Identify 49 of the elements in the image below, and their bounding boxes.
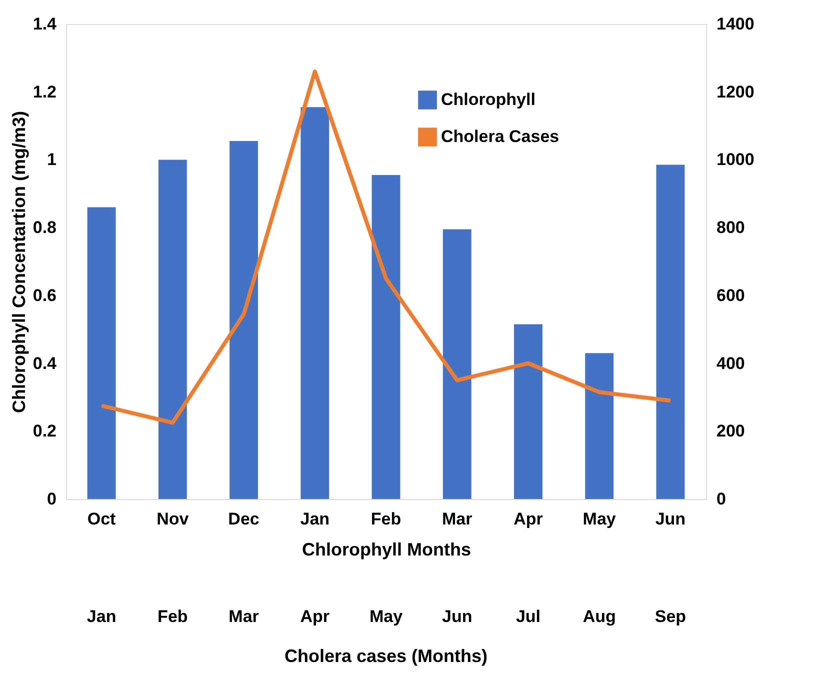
text: Apr [300,607,330,626]
text: May [369,607,404,626]
line-series [100,70,672,425]
x-tick-label: Apr [514,510,544,528]
text: Feb [158,607,188,626]
legend-label: Cholera Cases [441,127,560,146]
y-tick-label: 0 [47,490,56,508]
y2-tick-label: 600 [716,286,745,305]
y-tick-label: 0.6 [32,286,56,305]
y2-tick-label: 400 [716,354,745,373]
y2-tick-label: 800 [716,218,745,238]
text: Jan [86,607,116,626]
text: Sep [654,607,686,626]
y2-tick-label: 1400 [716,14,754,34]
y-tick-label: 0.4 [32,354,58,373]
x-tick-label: Feb [370,510,402,528]
x-tick-label: Jun [655,510,686,528]
y2-tick-label: 0 [716,490,726,508]
x-tick-label: Nov [156,510,190,528]
bar [87,207,116,499]
y-tick-label: 1.4 [32,14,58,34]
y-tick-label: 1 [47,150,56,170]
bar [442,229,472,499]
y-tick-label: 0.8 [32,218,56,238]
y2-tick-label: 200 [716,422,745,441]
text: Mar [228,607,260,626]
bar [230,141,258,499]
bar [372,174,400,499]
x-tick-label: Jan [300,510,330,528]
text: Aug [582,607,616,626]
x-axis-title: Chlorophyll Months [302,540,471,560]
text: Jul [516,607,541,626]
text: Jun [442,607,472,626]
bar [158,160,187,499]
y2-tick-label: 1000 [716,150,754,170]
x-tick-label: Mar [442,510,473,528]
x-tick-label: Oct [87,510,116,528]
legend-label: Chlorophyll [441,90,536,109]
x-tick-label: Dec [228,510,260,528]
bar [514,324,542,499]
y-tick-label: 0.2 [32,422,56,441]
y-tick-label: 1.2 [32,82,56,102]
x-tick-label: May [582,510,616,528]
bar [585,353,614,499]
y2-tick-label: 1200 [716,82,754,102]
bar [656,164,685,499]
x2-axis-title: Cholera cases (Months) [284,646,488,666]
bar [300,107,330,499]
y-axis-title: Chlorophyll Concentartion (mg/m3) [8,110,29,414]
